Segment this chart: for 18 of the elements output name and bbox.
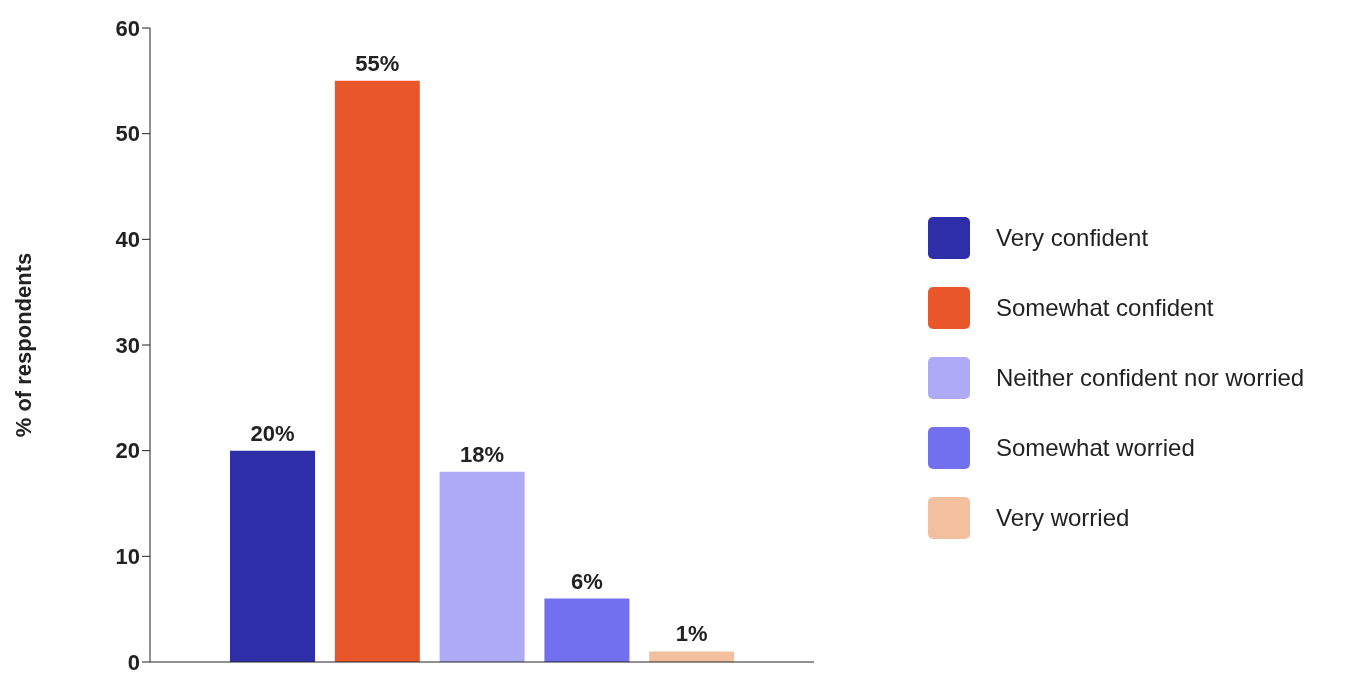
y-tick-label: 40 — [115, 227, 140, 253]
legend-label: Neither confident nor worried — [996, 364, 1305, 392]
legend-label: Very confident — [996, 224, 1149, 252]
data-label: 6% — [571, 568, 603, 594]
data-label: 18% — [460, 441, 505, 467]
legend-label: Somewhat confident — [996, 294, 1214, 322]
data-label: 1% — [675, 621, 708, 647]
y-tick-label: 30 — [115, 332, 140, 358]
y-tick-label: 10 — [115, 544, 140, 570]
y-tick-label: 0 — [127, 649, 140, 675]
y-tick-label: 20 — [115, 438, 140, 464]
y-tick-label: 50 — [115, 121, 140, 147]
y-tick-label: 60 — [115, 15, 140, 41]
legend-label: Very worried — [996, 504, 1130, 532]
data-label: 55% — [355, 50, 400, 76]
legend-label: Somewhat worried — [996, 434, 1195, 462]
y-axis-title: % of respondents — [10, 252, 36, 438]
data-label: 20% — [250, 420, 295, 446]
